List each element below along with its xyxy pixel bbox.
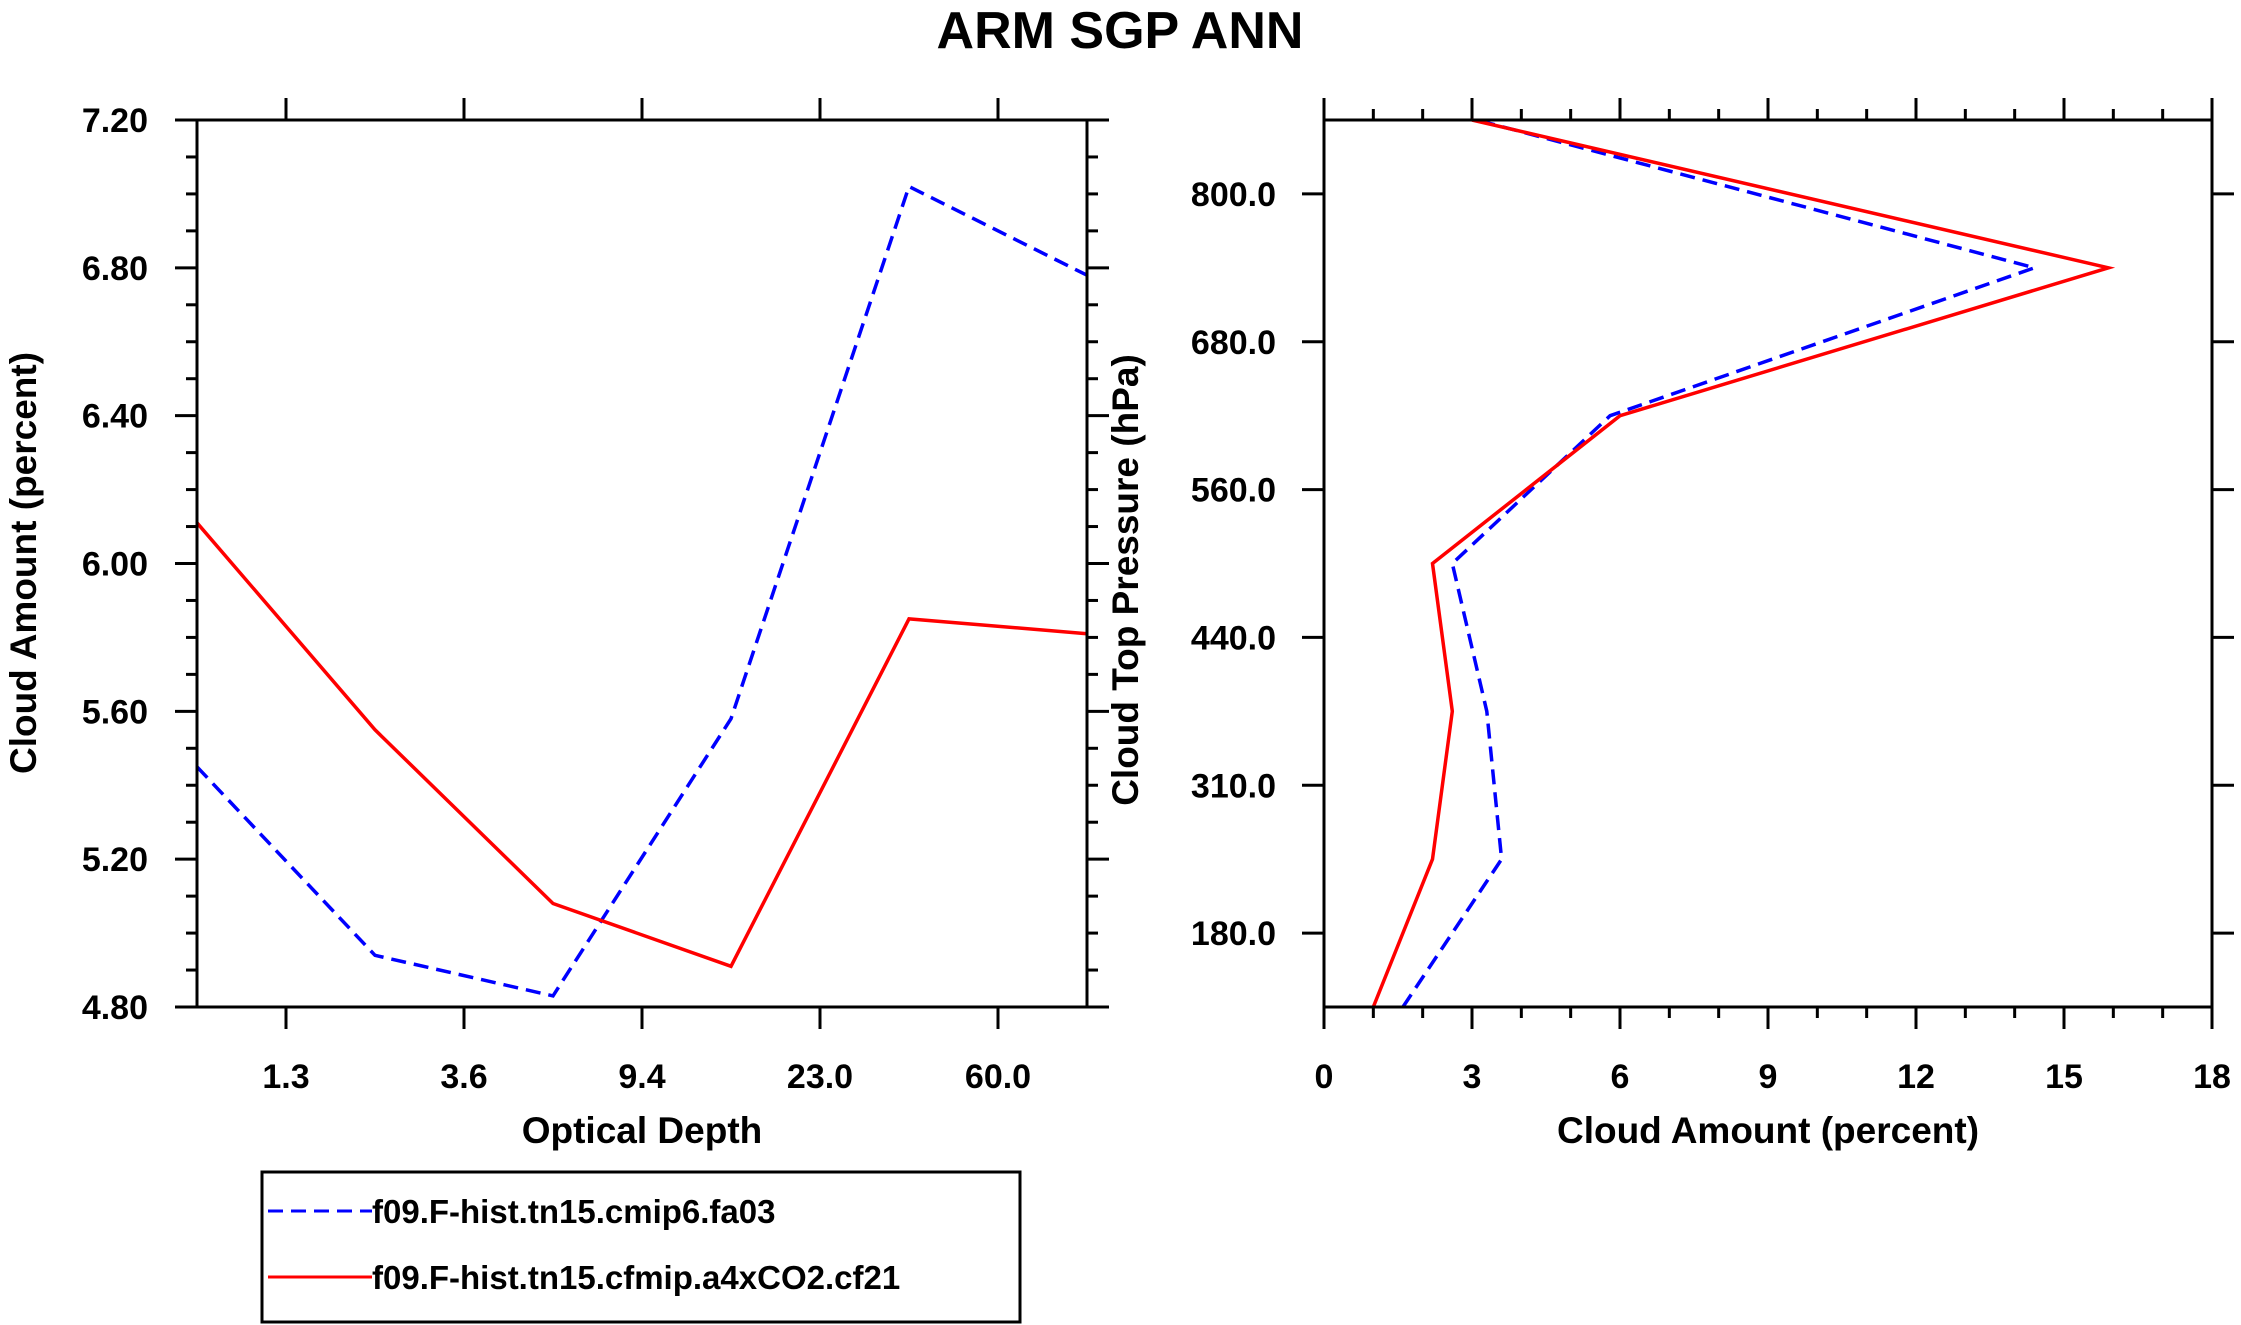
right-x-tick-label: 6	[1611, 1058, 1630, 1096]
cloud-top-pressure-panel: 180.0 310.0 440.0 560.0 680.0 800.0 0 3 6 9 12 15 1…	[1105, 98, 2234, 1151]
left-panel-series	[195, 184, 1088, 998]
left-series-model_b	[195, 521, 1088, 969]
left-y-tick-label: 4.80	[82, 989, 148, 1027]
right-x-tick-label: 15	[2045, 1058, 2083, 1096]
left-x-axis-label: Optical Depth	[522, 1110, 763, 1151]
left-x-tick-label: 23.0	[787, 1058, 853, 1096]
right-y-tick-label: 180.0	[1191, 915, 1276, 953]
right-x-tick-label: 3	[1463, 1058, 1482, 1096]
chart-title: ARM SGP ANN	[937, 2, 1304, 60]
right-series-model_a	[1401, 118, 2041, 1008]
left-y-tick-label: 6.40	[82, 398, 148, 436]
right-y-tick-label: 680.0	[1191, 324, 1276, 362]
right-y-tick-labels: 180.0 310.0 440.0 560.0 680.0 800.0	[1191, 176, 1276, 953]
legend-label-model-a: f09.F-hist.tn15.cmip6.fa03	[372, 1193, 775, 1230]
left-x-tick-label: 60.0	[965, 1058, 1031, 1096]
right-x-axis-label: Cloud Amount (percent)	[1557, 1110, 1979, 1151]
right-x-tick-labels: 0 3 6 9 12 15 18	[1315, 1058, 2231, 1096]
left-y-tick-label: 5.20	[82, 841, 148, 879]
right-panel-series	[1371, 118, 2116, 1008]
left-y-tick-label: 7.20	[82, 102, 148, 140]
right-panel-ticks	[1302, 98, 2234, 1029]
left-y-tick-label: 5.60	[82, 693, 148, 731]
right-series-model_b	[1371, 118, 2116, 1008]
right-x-tick-label: 9	[1759, 1058, 1778, 1096]
left-x-tick-label: 9.4	[618, 1058, 665, 1096]
legend-box	[260, 1170, 1022, 1324]
right-y-tick-label: 310.0	[1191, 767, 1276, 805]
legend-label-model-b: f09.F-hist.tn15.cfmip.a4xCO2.cf21	[372, 1259, 900, 1296]
left-x-tick-label: 1.3	[262, 1058, 309, 1096]
right-y-tick-label: 800.0	[1191, 176, 1276, 214]
right-x-tick-label: 18	[2193, 1058, 2231, 1096]
right-panel-frame	[1322, 118, 2214, 1009]
left-x-tick-labels: 1.3 3.6 9.4 23.0 60.0	[262, 1058, 1031, 1096]
right-x-tick-label: 0	[1315, 1058, 1334, 1096]
left-panel-frame	[195, 118, 1089, 1009]
left-series-model_a	[195, 184, 1088, 998]
left-y-axis-label: Cloud Amount (percent)	[3, 352, 44, 774]
legend: f09.F-hist.tn15.cmip6.fa03 f09.F-hist.tn…	[260, 1170, 1022, 1324]
left-y-tick-label: 6.00	[82, 546, 148, 584]
right-y-axis-label: Cloud Top Pressure (hPa)	[1105, 354, 1146, 806]
optical-depth-panel: 4.80 5.20 5.60 6.00 6.40 6.80 7.20 1.3 3.6 9.4 23…	[3, 98, 1109, 1151]
left-y-tick-labels: 4.80 5.20 5.60 6.00 6.40 6.80 7.20	[82, 102, 148, 1027]
right-y-tick-label: 560.0	[1191, 472, 1276, 510]
right-y-tick-label: 440.0	[1191, 619, 1276, 657]
right-x-tick-label: 12	[1897, 1058, 1935, 1096]
left-x-tick-label: 3.6	[440, 1058, 487, 1096]
left-panel-ticks	[175, 98, 1109, 1029]
left-y-tick-label: 6.80	[82, 250, 148, 288]
